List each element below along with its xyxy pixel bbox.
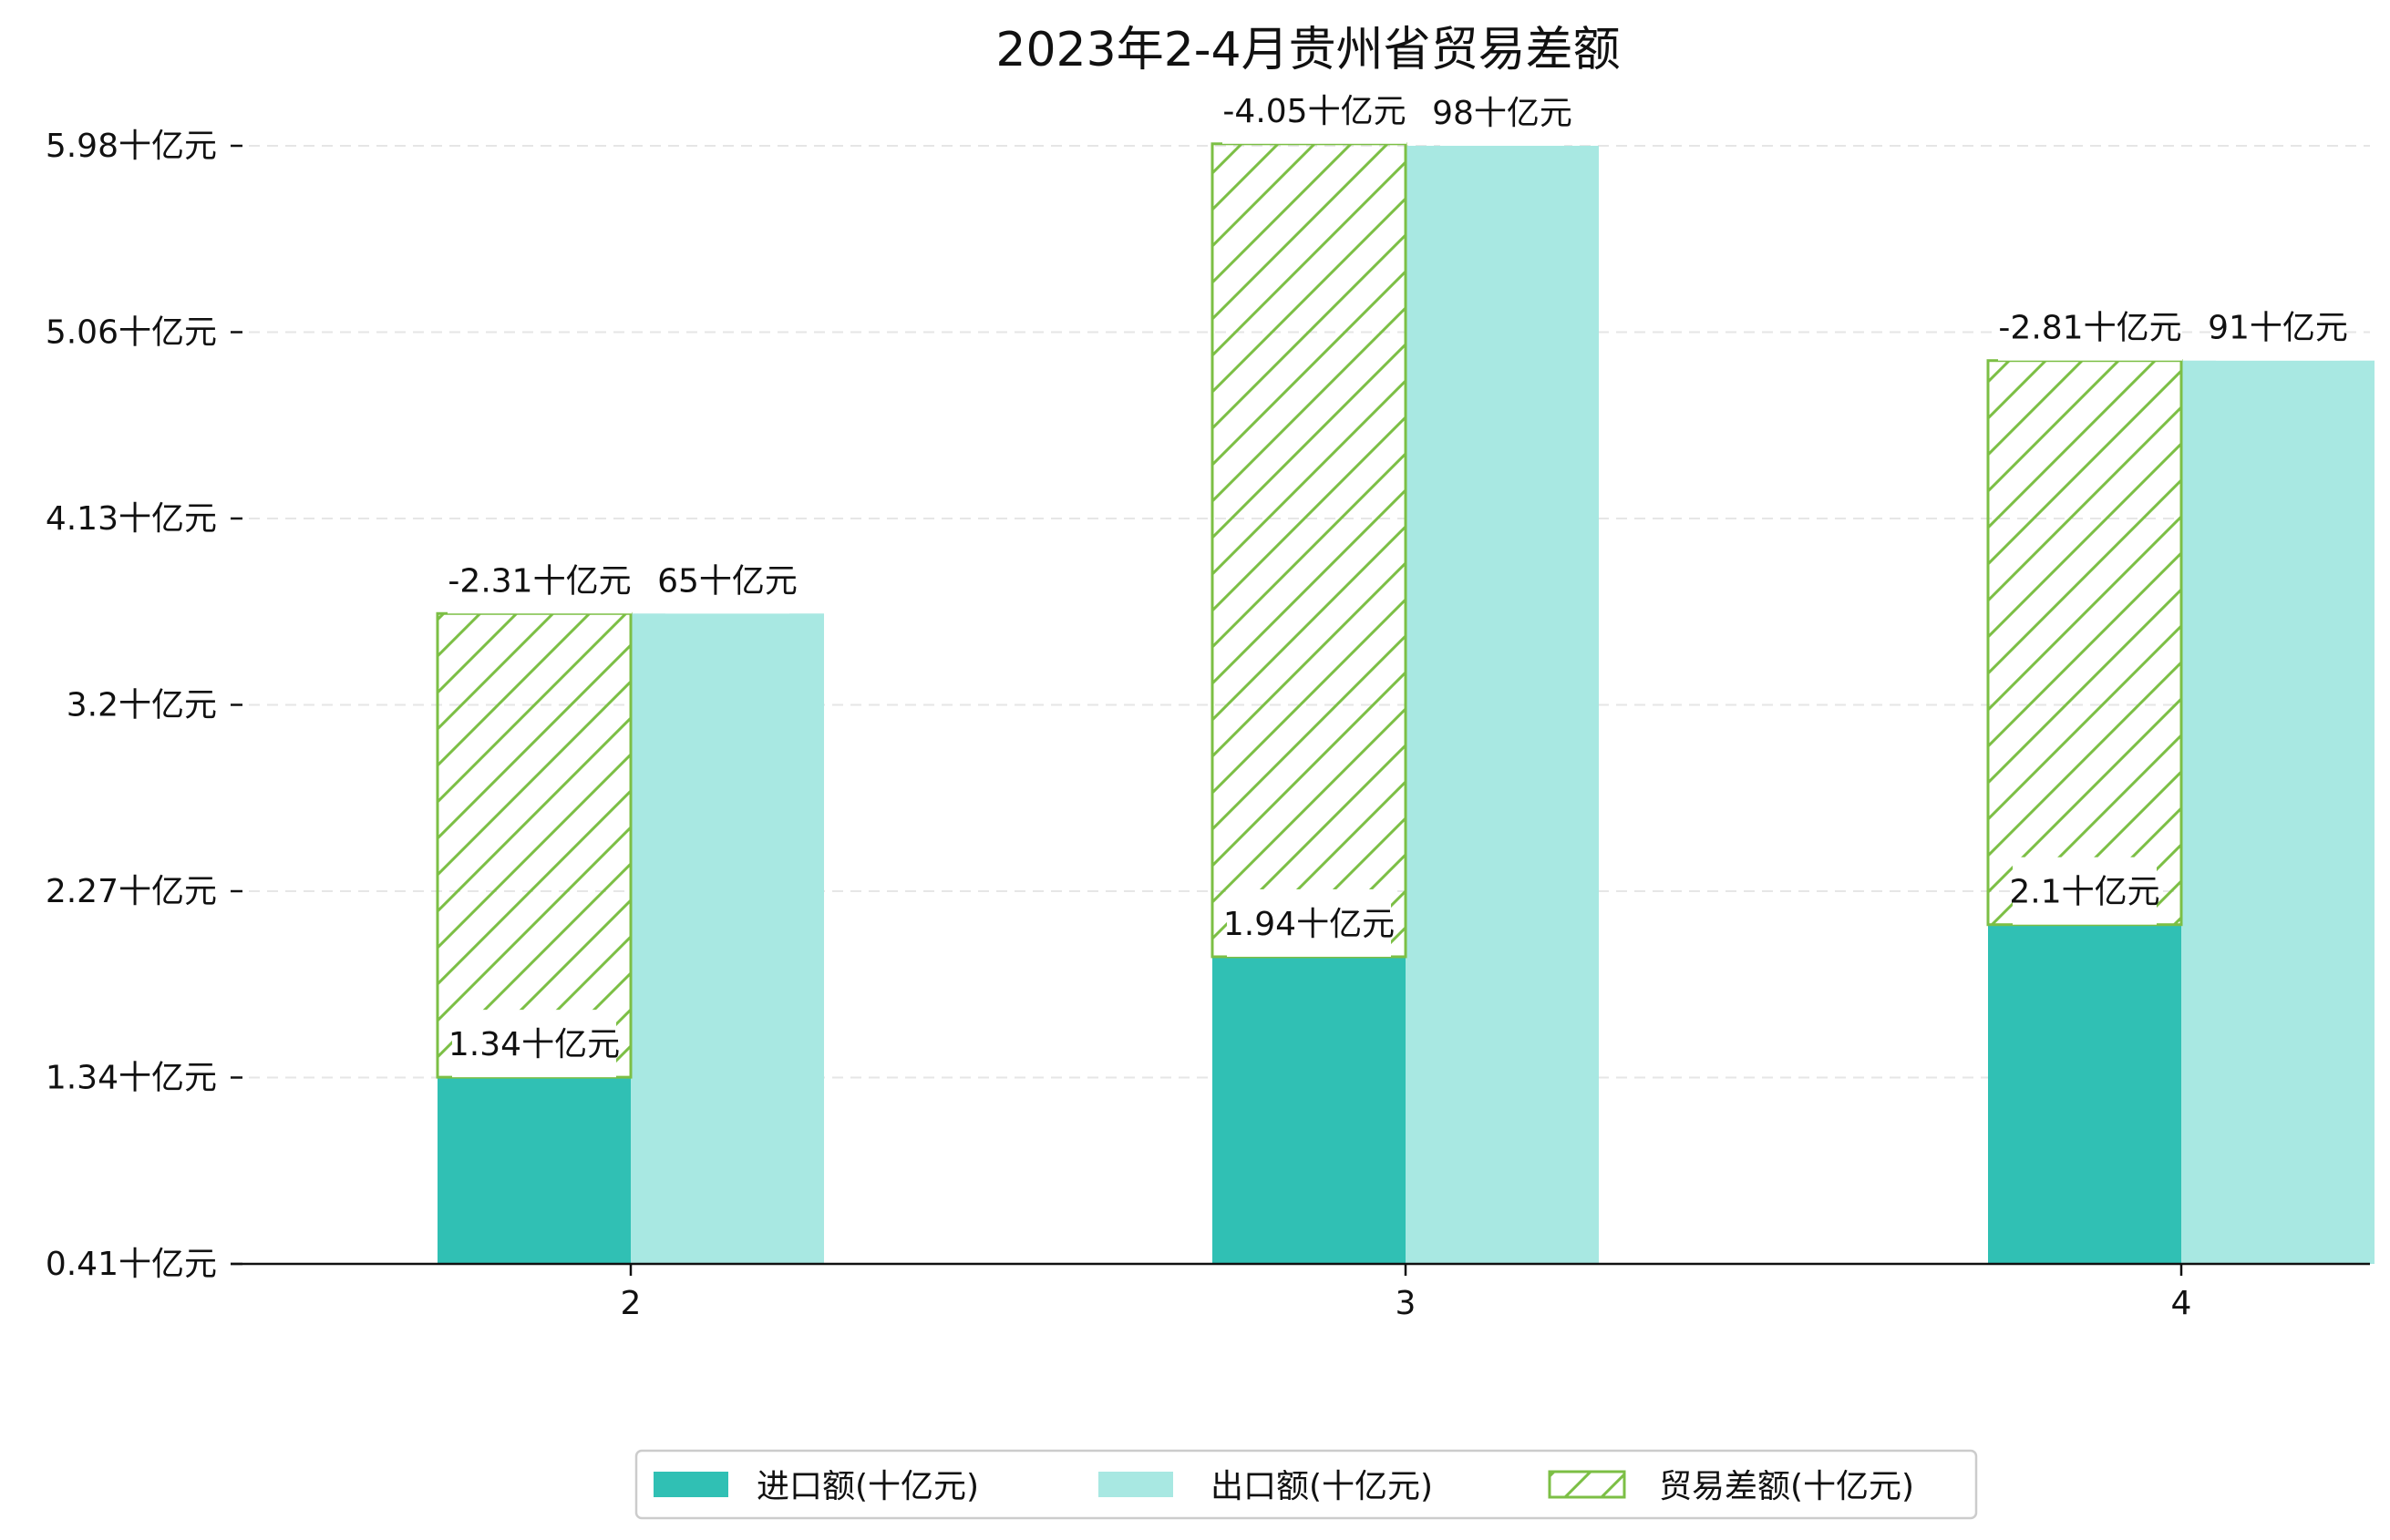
y-ticks: 0.41十亿元 1.34十亿元 2.27十亿元 3.2十亿元 4.13十亿元 5.06十亿…	[46, 128, 242, 1283]
data-label-import: 1.94十亿元	[1223, 906, 1395, 943]
data-label-balance: -4.05十亿元	[1222, 93, 1406, 130]
data-label-import: 2.1十亿元	[2009, 874, 2159, 911]
bar-trade-balance	[436, 611, 633, 1079]
data-labels: 1.34十亿元 65十亿元 -2.31十亿元 1.94十亿元 98十亿元 -4.05十亿元…	[448, 76, 2348, 1078]
data-label-balance: -2.31十亿元	[448, 562, 631, 600]
label-bg-balance	[448, 546, 632, 614]
data-label-export: 98十亿元	[1432, 95, 1572, 132]
bar-trade-balance	[1210, 142, 1407, 959]
y-tick-label: 0.41十亿元	[46, 1246, 217, 1283]
bar-import	[438, 1077, 631, 1264]
bars	[436, 142, 2375, 1264]
legend-swatch-export	[1098, 1472, 1173, 1497]
label-bg-import	[452, 1010, 616, 1078]
legend-frame	[634, 1449, 1978, 1520]
y-tick-label: 2.27十亿元	[46, 873, 217, 910]
bar-export	[2181, 360, 2375, 1264]
label-bg-export	[2216, 293, 2340, 361]
bar-export	[1406, 146, 1599, 1264]
label-bg-balance	[1998, 293, 2182, 361]
legend-swatch-balance	[1548, 1470, 1626, 1499]
legend-label-export: 出口额(十亿元)	[1210, 1468, 1433, 1505]
data-label-import: 1.34十亿元	[448, 1026, 620, 1063]
y-tick-label: 3.2十亿元	[67, 687, 217, 724]
x-tick-label: 4	[2171, 1285, 2192, 1322]
y-tick-label: 1.34十亿元	[46, 1060, 217, 1097]
label-bg-export	[665, 546, 789, 614]
y-tick-label: 4.13十亿元	[46, 500, 217, 538]
legend-label-balance: 贸易差额(十亿元)	[1659, 1468, 1914, 1505]
x-tick-label: 2	[621, 1285, 642, 1322]
y-tick-label: 5.98十亿元	[46, 128, 217, 165]
data-label-export: 65十亿元	[657, 562, 798, 600]
x-tick-label: 3	[1396, 1285, 1416, 1322]
bar-import	[1988, 924, 2181, 1264]
x-ticks: 2 3 4	[621, 1264, 2192, 1322]
label-bg-import	[1227, 888, 1391, 957]
data-label-balance: -2.81十亿元	[1998, 310, 2181, 347]
data-label-export: 91十亿元	[2208, 310, 2348, 347]
bar-trade-balance	[1986, 359, 2183, 927]
legend-swatch-import	[654, 1472, 728, 1497]
label-bg-export	[1440, 78, 1564, 146]
legend: 进口额(十亿元) 出口额(十亿元) 贸易差额(十亿元)	[634, 1449, 1978, 1520]
bar-export	[631, 613, 824, 1264]
label-bg-import	[2013, 857, 2157, 925]
bar-import	[1212, 956, 1406, 1264]
chart-title: 2023年2-4月贵州省贸易差额	[995, 23, 1620, 77]
label-bg-balance	[1222, 76, 1406, 144]
y-tick-label: 5.06十亿元	[46, 314, 217, 352]
legend-label-import: 进口额(十亿元)	[757, 1468, 979, 1505]
